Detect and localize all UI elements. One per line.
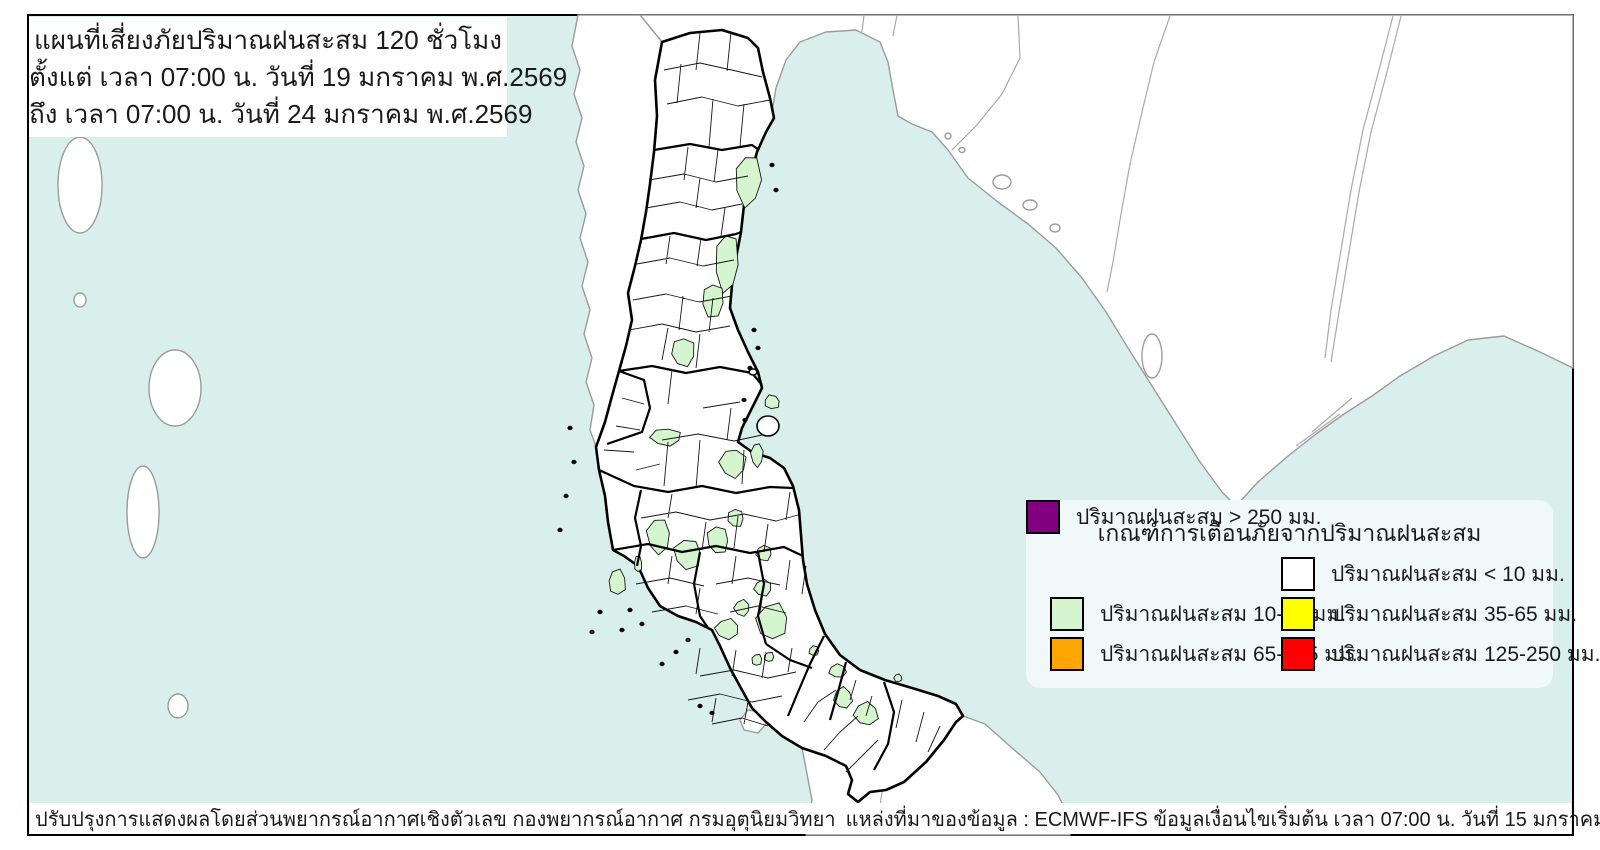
legend-title: เกณฑ์การเตือนภัยจากปริมาณฝนสะสม [1097, 520, 1482, 546]
islet [627, 607, 633, 613]
map-title-line2: ตั้งแต่ เวลา 07:00 น. วันที่ 19 มกราคม พ… [29, 61, 568, 92]
green-district [733, 598, 750, 617]
green-district [718, 449, 747, 480]
legend-swatch-green [1050, 597, 1084, 631]
islet [747, 365, 753, 371]
green-district [671, 338, 695, 368]
country-border-lines [861, 14, 1402, 447]
green-district [750, 443, 764, 469]
green-district [713, 617, 739, 641]
islet [597, 609, 603, 615]
legend-item-lt10: ปริมาณฝนสะสม < 10 มม. [1281, 557, 1565, 591]
neighbor-land-myanmar [57, 14, 663, 719]
islet [589, 629, 595, 635]
myanmar-islet [73, 292, 87, 308]
myanmar-island [57, 136, 103, 234]
green-district [648, 428, 681, 447]
myanmar-island [148, 349, 202, 427]
islet [755, 345, 761, 351]
neighbor-land-northeast [639, 14, 1574, 507]
legend-swatch-red [1281, 637, 1315, 671]
legend-item-35-65: ปริมาณฝนสะสม 35-65 มม. [1281, 597, 1577, 631]
islet [944, 132, 952, 140]
island [1049, 223, 1061, 233]
islet [742, 417, 748, 423]
green-district [751, 653, 763, 666]
islet [773, 187, 779, 193]
ko-samui-island [756, 415, 780, 437]
phu-quoc-island [1141, 333, 1163, 379]
islet [685, 637, 691, 643]
green-districts-10-35mm [608, 157, 903, 726]
legend-label: ปริมาณฝนสะสม 35-65 มม. [1331, 602, 1578, 626]
legend-swatch-purple [1026, 500, 1060, 534]
thailand-southern-region [557, 28, 965, 804]
green-district [852, 700, 879, 726]
islet [769, 162, 775, 168]
islet [563, 493, 569, 499]
green-district [764, 394, 780, 410]
green-district [608, 568, 626, 595]
myanmar-island [126, 465, 160, 559]
legend-label: ปริมาณฝนสะสม 125-250 มม. [1331, 642, 1600, 666]
province-boundaries [598, 142, 896, 771]
legend-swatch-yellow [1281, 597, 1315, 631]
islet [571, 459, 577, 465]
myanmar-islet [167, 693, 189, 719]
islet [659, 661, 665, 667]
small-islands [557, 162, 779, 716]
map-title-line1: แผนที่เสี่ยงภัยปริมาณฝนสะสม 120 ชั่วโมง [33, 24, 502, 55]
islet [958, 146, 966, 154]
footer-datasource-text: แหล่งที่มาของข้อมูล : ECMWF-IFS ข้อมูลเง… [845, 808, 1600, 831]
islet [697, 703, 703, 709]
islet [709, 710, 715, 716]
legend-item-gt250: ปริมาณฝนสะสม > 250 มม. [1026, 500, 1321, 534]
map-title-box: แผนที่เสี่ยงภัยปริมาณฝนสะสม 120 ชั่วโมง … [29, 17, 568, 137]
green-district [735, 157, 763, 209]
ko-chang-island [992, 174, 1012, 190]
green-district [763, 652, 775, 662]
map-title-line3: ถึง เวลา 07:00 น. วันที่ 24 มกราคม พ.ศ.2… [29, 98, 533, 129]
green-district [727, 509, 744, 527]
islet [619, 627, 625, 633]
green-district [893, 673, 903, 683]
footer-credit-text: ปรับปรุงการแสดงผลโดยส่วนพยากรณ์อากาศเชิง… [35, 808, 836, 831]
green-district [645, 519, 670, 556]
thai-islands [557, 162, 780, 716]
legend-swatch-white [1281, 557, 1315, 591]
legend-panel: เกณฑ์การเตือนภัยจากปริมาณฝนสะสม ปริมาณฝน… [1026, 500, 1600, 688]
islet [639, 621, 645, 627]
legend-swatch-orange [1050, 637, 1084, 671]
ko-tao-island [748, 368, 758, 376]
legend-label: ปริมาณฝนสะสม > 250 มม. [1076, 505, 1322, 529]
legend-label: ปริมาณฝนสะสม < 10 มม. [1331, 562, 1565, 586]
island [1022, 199, 1038, 211]
islet [751, 327, 757, 333]
legend-item-125-250: ปริมาณฝนสะสม 125-250 มม. [1281, 637, 1600, 671]
islet [567, 425, 573, 431]
islet [741, 397, 747, 403]
islet [557, 527, 563, 533]
islet [673, 649, 679, 655]
footer-bar: ปรับปรุงการแสดงผลโดยส่วนพยากรณ์อากาศเชิง… [30, 803, 1600, 834]
